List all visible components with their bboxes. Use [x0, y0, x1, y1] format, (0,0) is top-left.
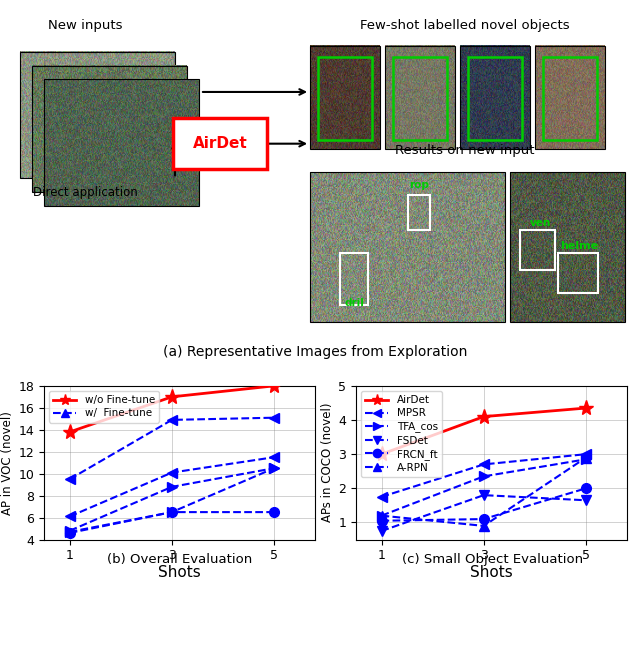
Text: ven: ven: [530, 218, 551, 228]
Legend: AirDet, MPSR, TFA_cos, FSDet, FRCN_ft, A-RPN: AirDet, MPSR, TFA_cos, FSDet, FRCN_ft, A…: [361, 391, 442, 477]
Text: (b) Overall Evaluation: (b) Overall Evaluation: [107, 553, 252, 566]
Bar: [460, 46, 530, 149]
Bar: [310, 46, 380, 149]
Text: (a) Representative Images from Exploration: (a) Representative Images from Explorati…: [163, 345, 467, 358]
Text: AirDet: AirDet: [193, 136, 248, 151]
Bar: [44, 79, 199, 206]
FancyBboxPatch shape: [173, 118, 267, 169]
Text: Results on new input: Results on new input: [395, 145, 535, 158]
Bar: [310, 173, 505, 322]
Bar: [385, 46, 455, 149]
Bar: [340, 253, 368, 305]
Legend: w/o Fine-tune, w/  Fine-tune: w/o Fine-tune, w/ Fine-tune: [49, 391, 159, 422]
X-axis label: Shots: Shots: [470, 565, 513, 580]
Text: (c) Small Object Evaluation: (c) Small Object Evaluation: [402, 553, 583, 566]
Bar: [468, 58, 522, 140]
Bar: [543, 58, 597, 140]
Bar: [408, 196, 430, 230]
Bar: [535, 46, 605, 149]
Text: helme: helme: [560, 241, 598, 250]
Text: New inputs: New inputs: [48, 19, 122, 32]
Y-axis label: AP in VOC (novel): AP in VOC (novel): [1, 411, 14, 515]
Bar: [520, 230, 555, 270]
Bar: [510, 173, 625, 322]
Bar: [558, 253, 598, 293]
Text: Few-shot labelled novel objects: Few-shot labelled novel objects: [360, 19, 570, 32]
X-axis label: Shots: Shots: [158, 565, 201, 580]
Bar: [20, 52, 175, 178]
Text: rop: rop: [409, 180, 429, 190]
Bar: [32, 65, 187, 192]
Text: dril: dril: [344, 298, 364, 308]
Y-axis label: APs in COCO (novel): APs in COCO (novel): [321, 403, 334, 523]
Text: Direct application: Direct application: [33, 186, 137, 199]
Bar: [393, 58, 447, 140]
Bar: [318, 58, 372, 140]
